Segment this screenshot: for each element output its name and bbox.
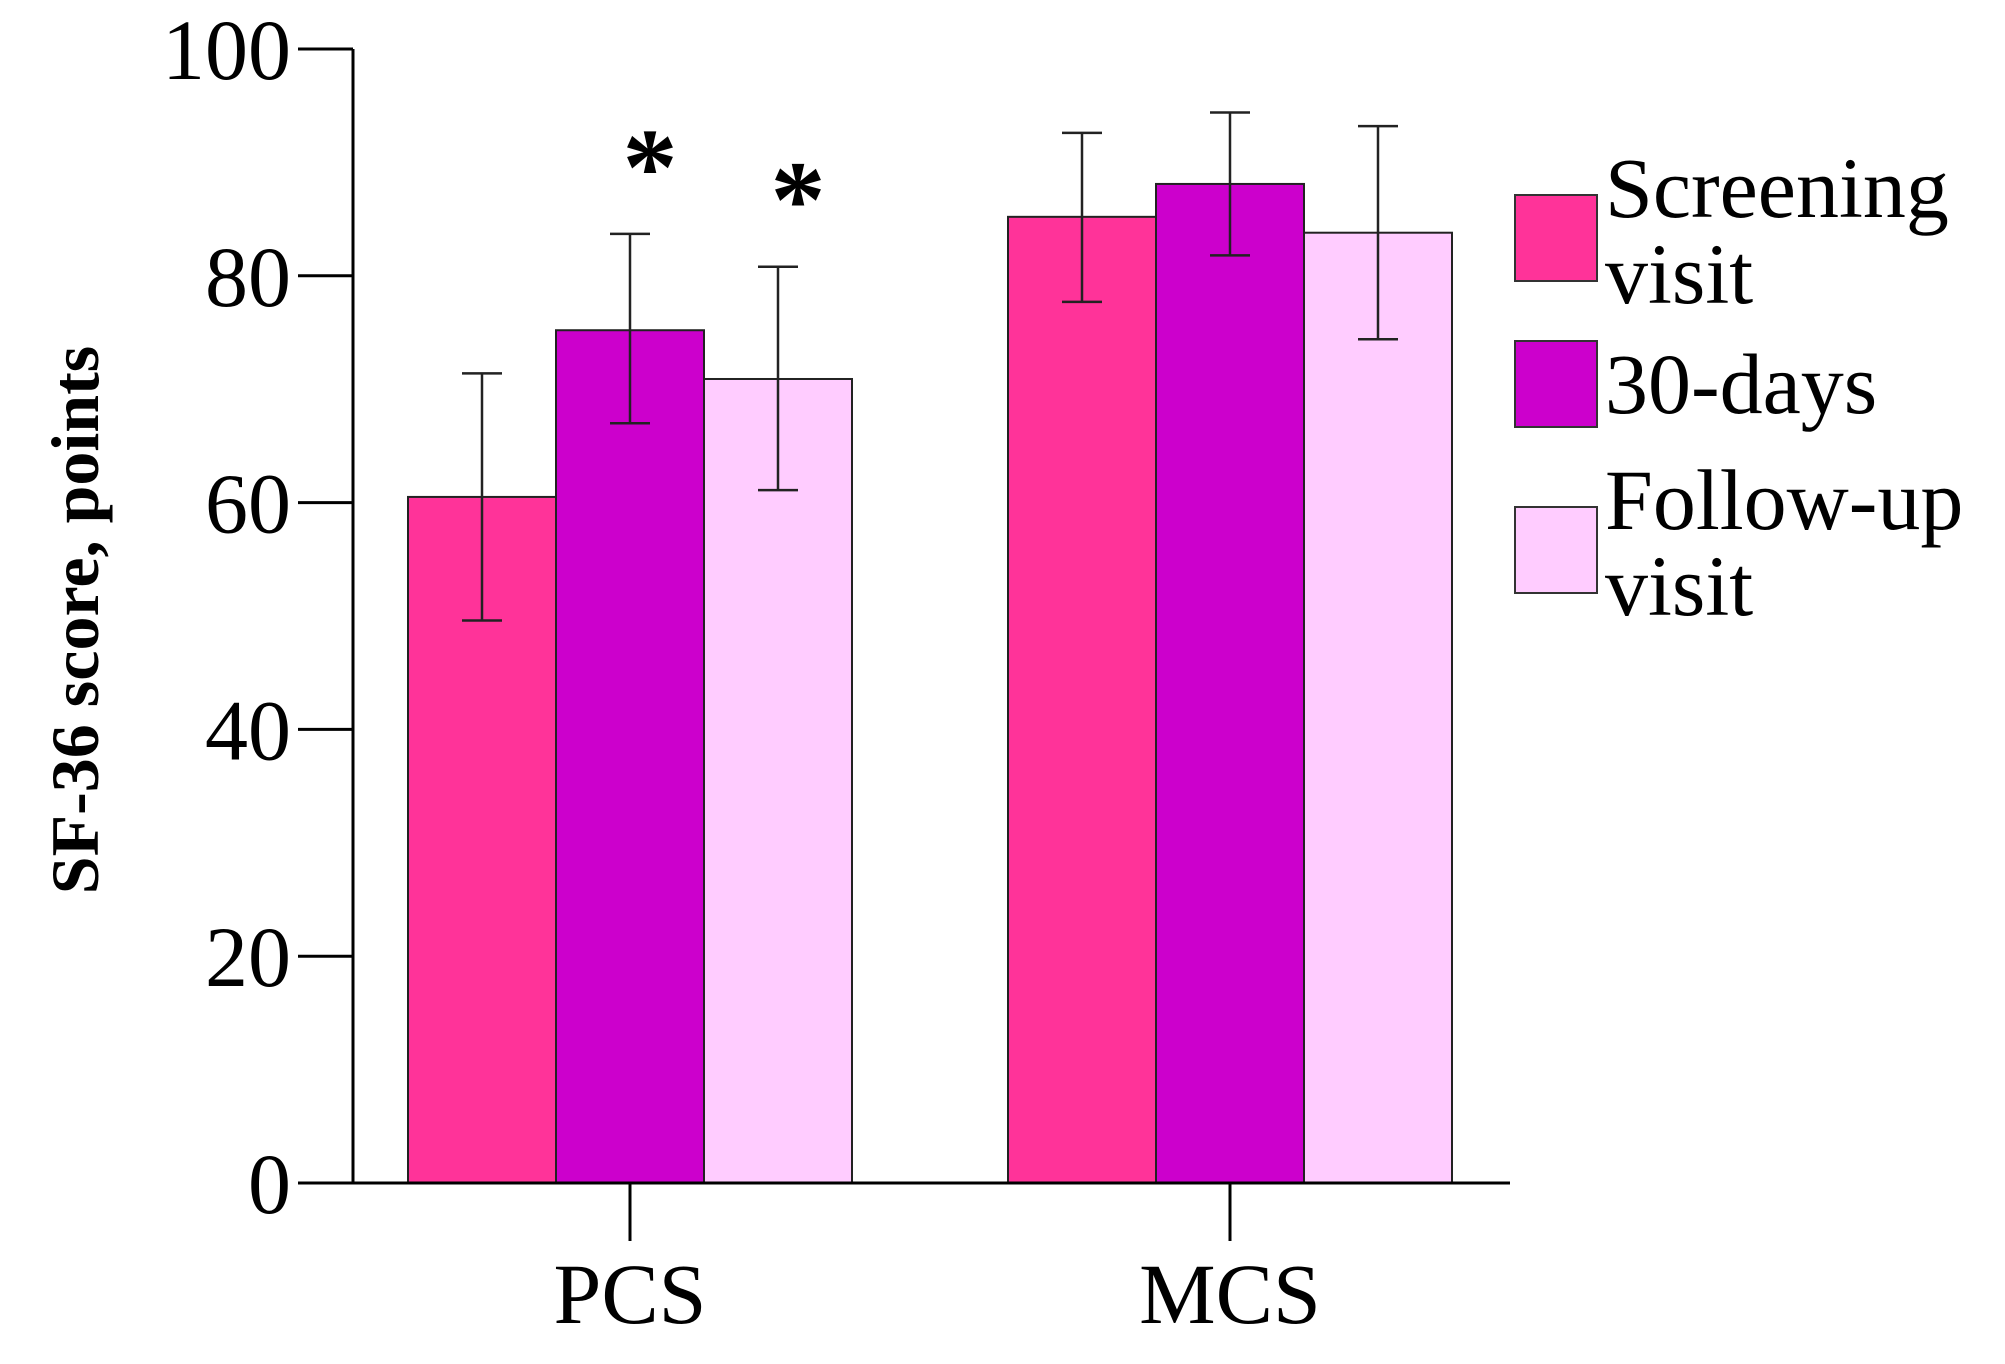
legend-label: Follow-up [1605, 452, 1963, 548]
significance-star: * [771, 139, 826, 261]
y-tick-label: 100 [162, 2, 291, 98]
legend-label: visit [1605, 226, 1753, 322]
x-category-label: MCS [1139, 1246, 1321, 1342]
x-category-label: PCS [553, 1246, 706, 1342]
legend-swatch [1514, 340, 1598, 428]
axes-layer [351, 49, 1510, 1185]
y-tick-label: 20 [205, 909, 291, 1005]
legend-swatch [1514, 506, 1598, 594]
x-ticks-layer: PCS MCS [553, 1183, 1321, 1342]
bar [1303, 231, 1453, 1184]
y-axis-title: SF-36 score, points [37, 346, 113, 894]
bars-layer [407, 182, 1453, 1185]
legend-label: 30-days [1605, 336, 1877, 432]
y-tick-label: 60 [205, 456, 291, 552]
y-tick-label: 80 [205, 229, 291, 325]
bar [555, 329, 705, 1184]
legend-label: Screening [1605, 140, 1949, 236]
y-ticks-layer: 0 20 40 60 80 100 [162, 2, 353, 1232]
y-tick-label: 0 [248, 1136, 291, 1232]
error-bars-layer [462, 111, 1398, 622]
legend-swatch [1514, 194, 1598, 282]
bar [1155, 182, 1305, 1185]
bar [1007, 215, 1157, 1185]
bar [703, 377, 853, 1184]
significance-star: * [623, 106, 678, 228]
legend-label: visit [1605, 538, 1753, 634]
y-tick-label: 40 [205, 682, 291, 778]
annotations-layer: * * [623, 106, 826, 261]
